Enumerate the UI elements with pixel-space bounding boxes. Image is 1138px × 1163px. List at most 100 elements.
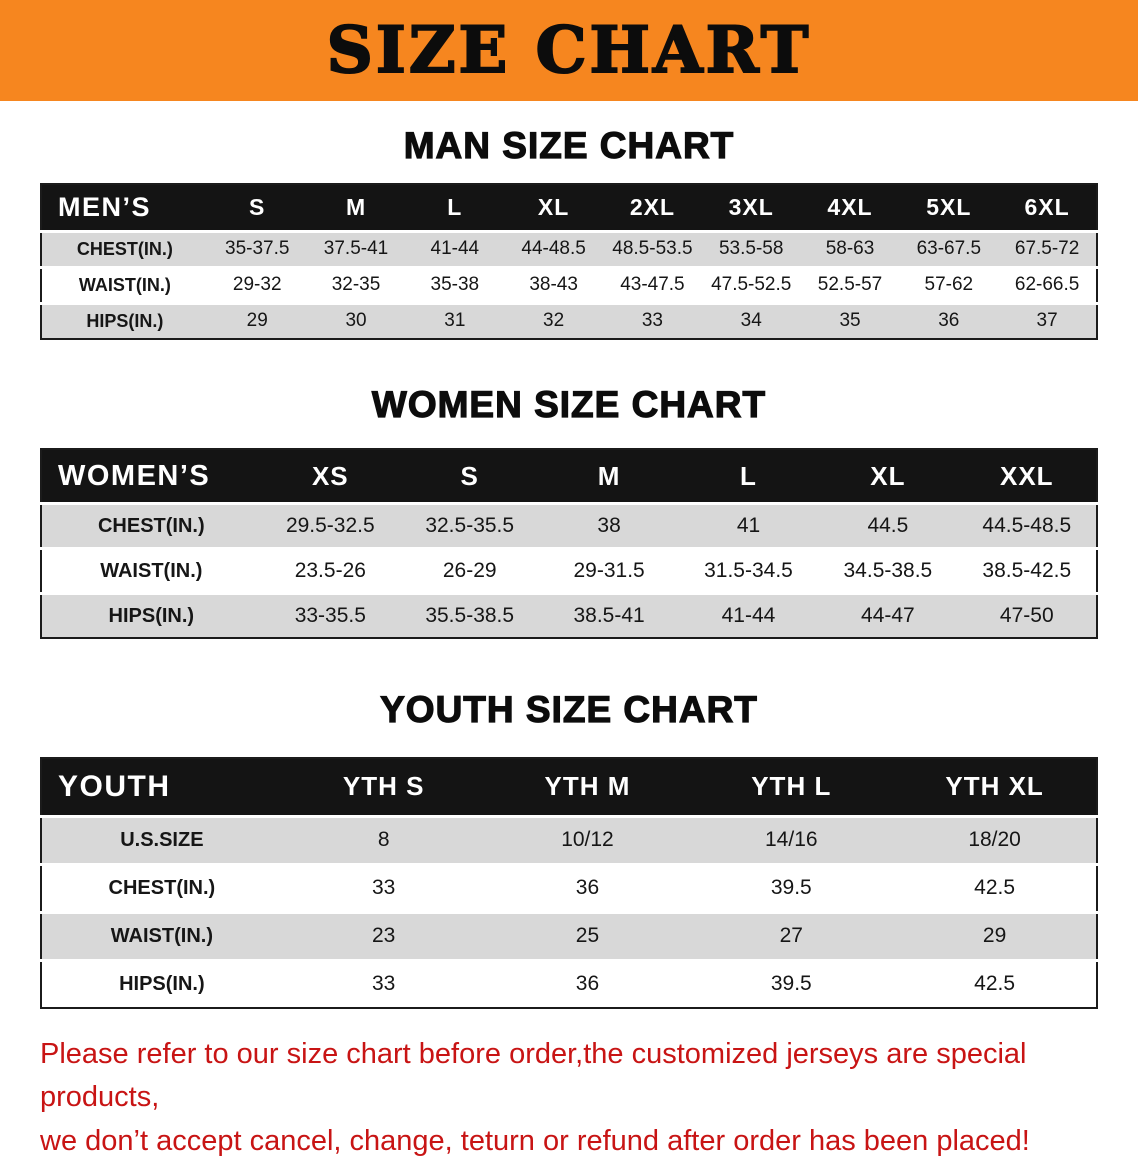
row-label: WAIST(IN.) [110,924,213,947]
size-value-cell: 37.5-41 [323,238,389,260]
size-value-cell: 35-38 [430,274,480,296]
table-row: U.S.SIZE 8 10/12 14/16 18/20 [41,816,1097,865]
size-value-cell: 43-47.5 [620,274,685,296]
size-value-cell: 36 [575,876,600,900]
column-header: YTH S [281,757,486,817]
page-title: SIZE CHART [326,12,812,88]
size-value-cell: 44-48.5 [521,238,586,260]
women-section: WOMEN SIZE CHART WOMEN’S XS S M L XL XXL CHEST(… [0,340,1138,640]
size-value-cell: 33-35.5 [294,604,366,628]
men-section: MAN SIZE CHART MEN’S S M L XL 2XL 3XL 4XL 5XL 6XL… [0,101,1138,340]
table-title-cell: YOUTH [41,757,282,817]
table-row: WAIST(IN.) 23.5-26 26-29 29-31.5 31.5-34.5 34… [41,548,1097,594]
column-header: S [400,449,540,504]
column-header: XXL [957,449,1097,504]
column-header: XL [504,183,604,232]
column-header: L [405,183,505,232]
size-value-cell: 29.5-32.5 [285,514,375,538]
table-title-cell: WOMEN’S [41,449,261,504]
table-header-row: YOUTH YTH S YTH M YTH L YTH XL [41,757,1097,817]
size-value-cell: 67.5-72 [1014,238,1080,260]
youth-size-table: YOUTH YTH S YTH M YTH L YTH XL U.S.SIZE 8 10/12… [40,756,1098,1009]
men-section-heading: MAN SIZE CHART [403,124,735,166]
row-label: WAIST(IN.) [78,274,171,295]
column-header: L [678,449,819,504]
size-value-cell: 29 [982,924,1007,948]
women-section-heading: WOMEN SIZE CHART [371,383,767,425]
table-title-cell: MEN’S [41,183,208,232]
size-value-cell: 57-62 [924,274,974,296]
row-label: WAIST(IN.) [100,559,203,582]
size-value-cell: 35-37.5 [225,238,290,260]
column-header: YTH L [689,757,894,817]
size-value-cell: 26-29 [442,559,497,583]
size-value-cell: 30 [345,310,367,332]
column-header: XS [260,449,401,504]
table-row: HIPS(IN.) 29 30 31 32 33 34 35 36 37 [41,303,1097,339]
size-value-cell: 35.5-38.5 [425,604,515,628]
row-label: HIPS(IN.) [86,310,164,331]
size-value-cell: 33 [371,972,396,996]
table-row: CHEST(IN.) 35-37.5 37.5-41 41-44 44-48.5 48.5… [41,231,1097,268]
table-row: WAIST(IN.) 23 25 27 29 [41,912,1097,961]
size-value-cell: 34.5-38.5 [843,559,933,583]
size-value-cell: 42.5 [974,972,1016,996]
size-value-cell: 32 [543,310,565,332]
size-value-cell: 52.5-57 [817,274,883,296]
row-label: CHEST(IN.) [97,514,205,537]
disclaimer-line-1: Please refer to our size chart before or… [40,1037,1027,1114]
size-value-cell: 33 [641,310,663,332]
column-header: YTH M [485,757,690,817]
size-value-cell: 47.5-52.5 [711,274,792,296]
size-value-cell: 38.5-42.5 [982,559,1072,583]
size-value-cell: 38.5-41 [573,604,645,628]
column-header: S [207,183,307,232]
size-value-cell: 23 [371,924,396,948]
row-label: CHEST(IN.) [76,238,173,259]
size-value-cell: 63-67.5 [916,238,982,260]
size-value-cell: 32-35 [331,274,381,296]
size-value-cell: 34 [740,310,762,332]
size-value-cell: 23.5-26 [294,559,366,583]
row-label: U.S.SIZE [120,828,204,851]
column-header: 5XL [899,183,999,232]
size-value-cell: 58-63 [825,238,875,260]
size-value-cell: 44.5 [867,514,909,538]
column-header: 2XL [603,183,702,232]
men-size-table: MEN’S S M L XL 2XL 3XL 4XL 5XL 6XL CHEST(IN.) 35-37… [40,182,1098,340]
table-row: HIPS(IN.) 33-35.5 35.5-38.5 38.5-41 41-44 44-… [41,593,1097,639]
column-header: XL [818,449,958,504]
row-label: HIPS(IN.) [119,972,205,995]
column-header: YTH XL [893,757,1097,817]
disclaimer-line-2: we don’t accept cancel, change, teturn o… [40,1124,1030,1157]
table-header-row: MEN’S S M L XL 2XL 3XL 4XL 5XL 6XL [41,183,1097,232]
size-value-cell: 29-32 [232,274,282,296]
column-header: 3XL [701,183,801,232]
size-value-cell: 41-44 [721,604,776,628]
size-value-cell: 44-47 [861,604,915,628]
size-value-cell: 41-44 [430,238,480,260]
column-header: 4XL [800,183,900,232]
size-value-cell: 32.5-35.5 [425,514,515,538]
size-value-cell: 39.5 [770,972,812,996]
size-value-cell: 38-43 [529,274,578,296]
size-value-cell: 10/12 [561,828,614,852]
column-header: M [539,449,679,504]
size-value-cell: 36 [575,972,600,996]
size-value-cell: 31 [444,310,466,332]
women-size-table: WOMEN’S XS S M L XL XXL CHEST(IN.) 29.5-32.5 32.5… [40,448,1098,640]
table-header-row: WOMEN’S XS S M L XL XXL [41,449,1097,504]
table-row: CHEST(IN.) 29.5-32.5 32.5-35.5 38 41 44.5 44.5… [41,503,1097,549]
size-value-cell: 18/20 [968,828,1021,852]
size-value-cell: 41 [736,514,761,538]
size-value-cell: 31.5-34.5 [704,559,793,583]
table-row: HIPS(IN.) 33 36 39.5 42.5 [41,960,1097,1008]
size-value-cell: 48.5-53.5 [612,238,693,260]
size-value-cell: 42.5 [974,876,1016,900]
size-value-cell: 29 [246,310,268,332]
size-value-cell: 8 [377,828,390,852]
row-label: CHEST(IN.) [108,876,216,899]
size-value-cell: 33 [371,876,396,900]
size-value-cell: 53.5-58 [718,238,784,260]
